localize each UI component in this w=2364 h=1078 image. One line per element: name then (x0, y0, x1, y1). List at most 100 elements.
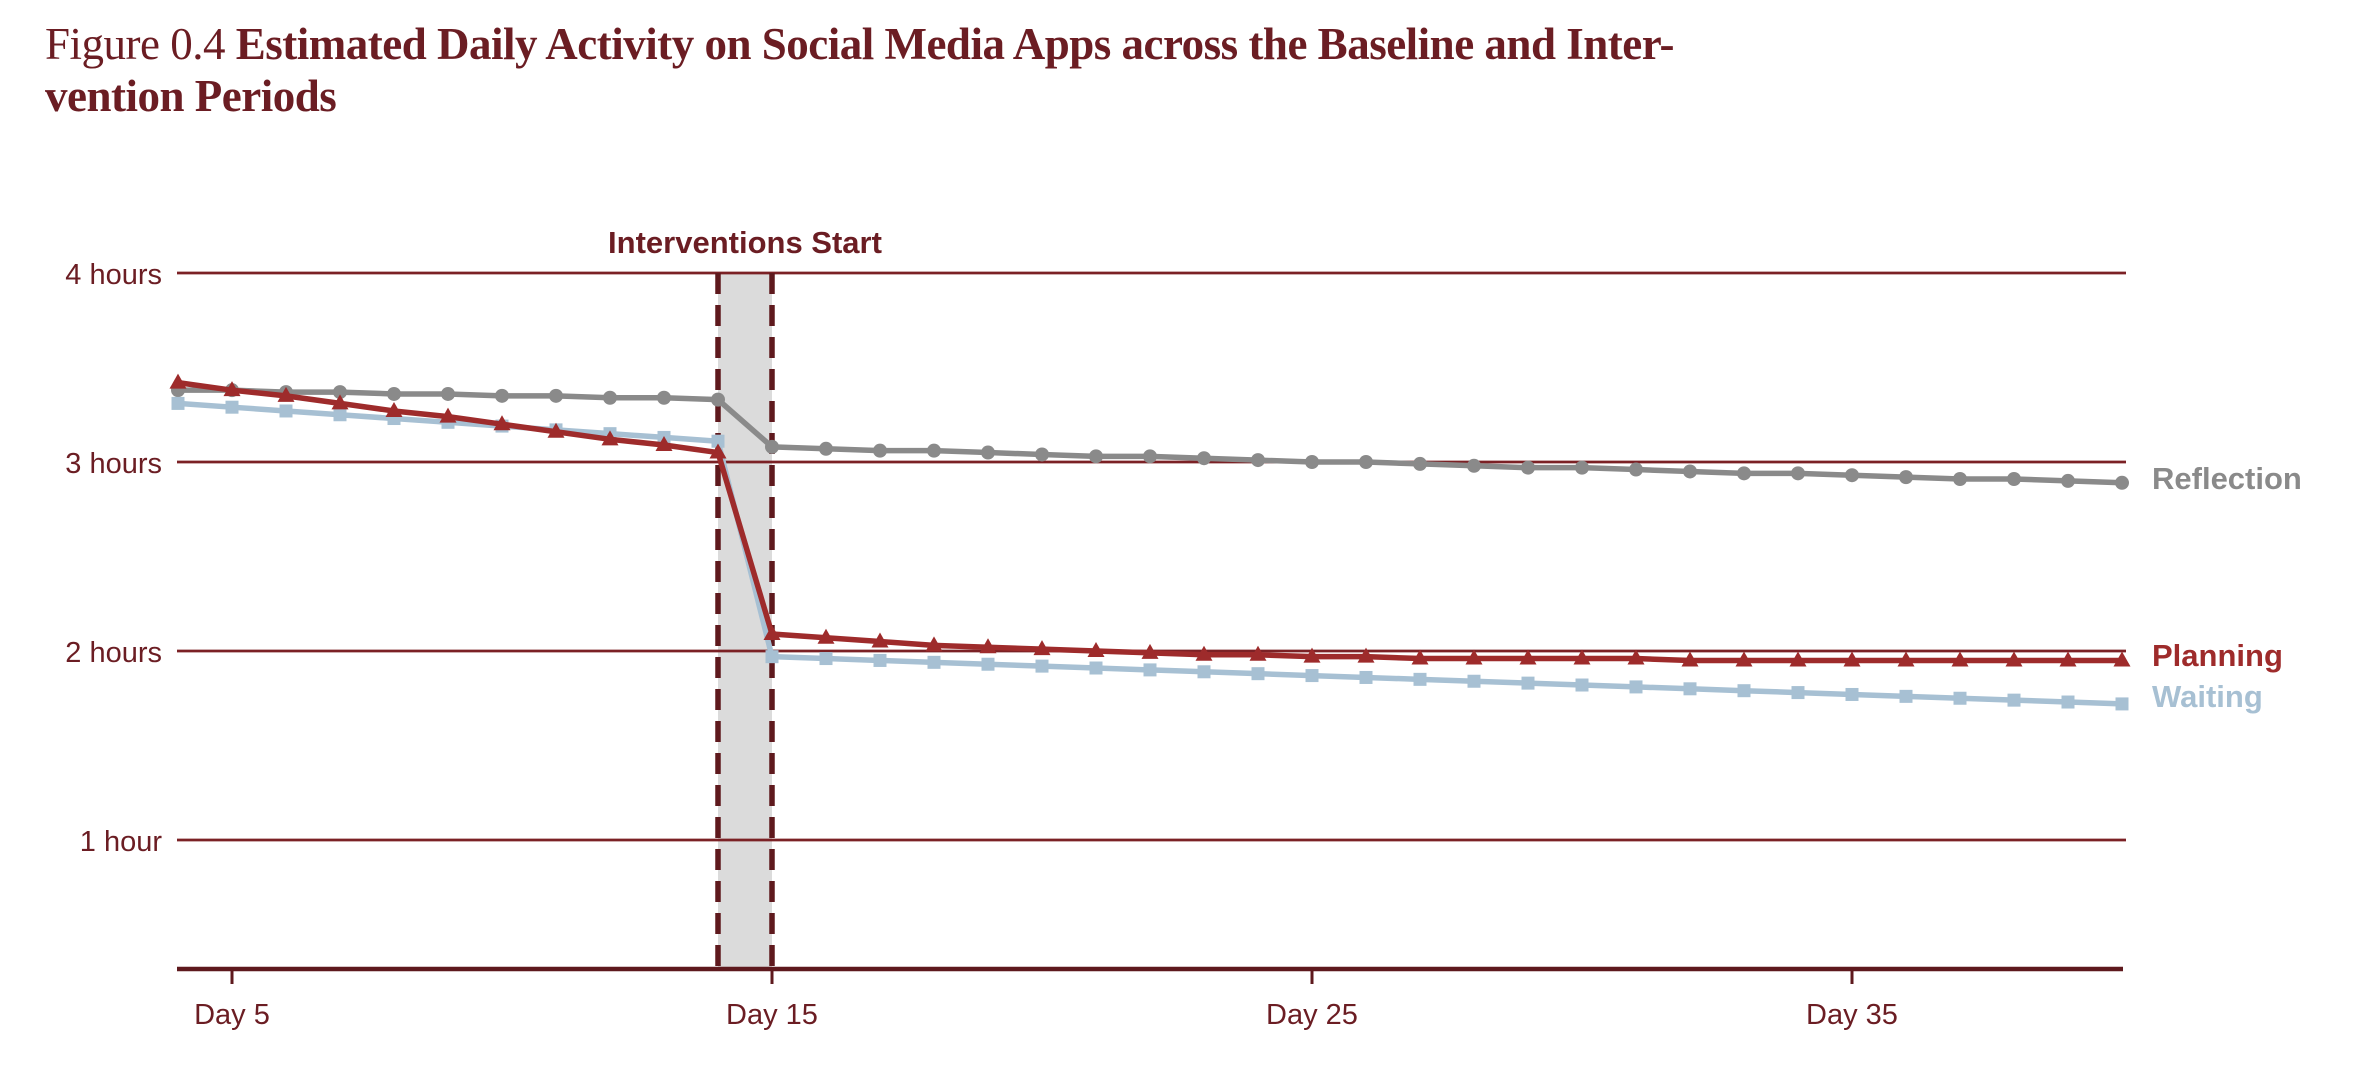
waiting-marker (927, 655, 941, 669)
planning-marker (1573, 649, 1591, 665)
reflection-marker (1791, 466, 1805, 481)
waiting-marker (333, 408, 347, 422)
planning-marker (1627, 649, 1645, 665)
reflection-marker (387, 386, 401, 401)
series-label-waiting: Waiting (2152, 679, 2263, 714)
reflection-marker (1305, 455, 1319, 469)
x-tick-label-day-25: Day 25 (1266, 999, 1358, 1031)
reflection-marker (333, 385, 347, 400)
planning-marker (1411, 649, 1429, 665)
reflection-marker (1737, 466, 1751, 481)
planning-marker (1195, 645, 1213, 661)
reflection-marker (981, 445, 995, 460)
reflection-marker (765, 439, 779, 454)
reflection-marker (1197, 451, 1211, 466)
planning-marker (385, 401, 403, 417)
reflection-marker (1413, 456, 1427, 471)
y-gridlines (177, 271, 2126, 842)
figure-title-line2: vention Periods (45, 71, 337, 121)
planning-marker (2113, 651, 2131, 667)
planning-marker (1465, 649, 1483, 665)
intervention-dashed-lines (715, 273, 775, 969)
waiting-marker (1953, 691, 1967, 705)
planning-marker (1735, 651, 1753, 667)
reflection-marker (927, 443, 941, 458)
plot-series (169, 373, 2131, 711)
planning-marker (439, 407, 457, 423)
waiting-marker (1197, 665, 1211, 679)
planning-marker (709, 443, 727, 459)
waiting-marker (711, 434, 725, 448)
reflection-marker (549, 388, 563, 403)
reflection-marker (711, 392, 725, 407)
planning-marker (1519, 649, 1537, 665)
interventions-start-annotation: Interventions Start (608, 225, 882, 260)
planning-marker (331, 394, 349, 410)
waiting-marker (2061, 695, 2075, 709)
reflection-marker (1467, 458, 1481, 473)
planning-marker (2059, 651, 2077, 667)
planning-marker (1951, 651, 1969, 667)
planning-marker (1357, 647, 1375, 663)
planning-marker (655, 435, 673, 451)
planning-marker (1087, 642, 1105, 657)
waiting-marker (279, 404, 293, 418)
planning-marker (1249, 645, 1267, 661)
waiting-marker (1521, 676, 1535, 690)
planning-marker (1303, 647, 1321, 663)
waiting-marker (873, 653, 887, 667)
planning-marker (925, 636, 943, 652)
planning-marker (979, 638, 997, 654)
reflection-marker (1359, 455, 1373, 469)
reflection-marker (1899, 470, 1913, 485)
figure-title-line1: Estimated Daily Activity on Social Media… (235, 19, 1675, 69)
series-planning (169, 373, 2131, 667)
x-tick-label-day-5: Day 5 (194, 999, 270, 1031)
waiting-marker (1899, 689, 1913, 703)
series-reflection (171, 383, 2129, 490)
reflection-marker (441, 386, 455, 401)
reflection-marker (657, 390, 671, 405)
series-waiting (171, 396, 2129, 711)
waiting-marker (1629, 680, 1643, 694)
series-label-planning: Planning (2152, 638, 2283, 673)
x-axis-ticks (230, 969, 1854, 984)
waiting-marker (765, 650, 779, 664)
planning-marker (1897, 651, 1915, 667)
reflection-marker (873, 443, 887, 458)
waiting-marker (2007, 693, 2021, 707)
reflection-marker (1089, 449, 1103, 464)
planning-marker (763, 624, 781, 640)
figure-number: Figure 0.4 (45, 19, 226, 69)
waiting-marker (1737, 684, 1751, 698)
waiting-marker (1035, 659, 1049, 673)
reflection-marker (1251, 453, 1265, 468)
planning-marker (601, 430, 619, 446)
x-tick-label-day-15: Day 15 (726, 999, 818, 1031)
waiting-marker (225, 400, 239, 414)
reflection-line (178, 387, 2123, 486)
planning-marker (1141, 643, 1159, 659)
waiting-marker (819, 652, 833, 666)
planning-marker (493, 415, 511, 431)
planning-marker (817, 628, 835, 644)
waiting-marker (2115, 697, 2129, 711)
planning-marker (1681, 651, 1699, 667)
reflection-marker (495, 388, 509, 403)
waiting-marker (1413, 672, 1427, 686)
planning-marker (223, 381, 241, 397)
reflection-marker (1629, 462, 1643, 477)
waiting-marker (1305, 669, 1319, 683)
planning-marker (547, 422, 565, 438)
reflection-marker (1575, 460, 1589, 475)
waiting-marker (1143, 663, 1157, 677)
planning-marker (1789, 651, 1807, 667)
planning-marker (2005, 651, 2023, 667)
y-tick-label-3-hours: 3 hours (65, 448, 162, 480)
y-tick-label-1-hour: 1 hour (80, 826, 163, 858)
x-tick-label-day-35: Day 35 (1806, 999, 1898, 1031)
reflection-marker (2061, 473, 2075, 488)
reflection-marker (2115, 475, 2129, 490)
waiting-marker (1251, 667, 1265, 681)
